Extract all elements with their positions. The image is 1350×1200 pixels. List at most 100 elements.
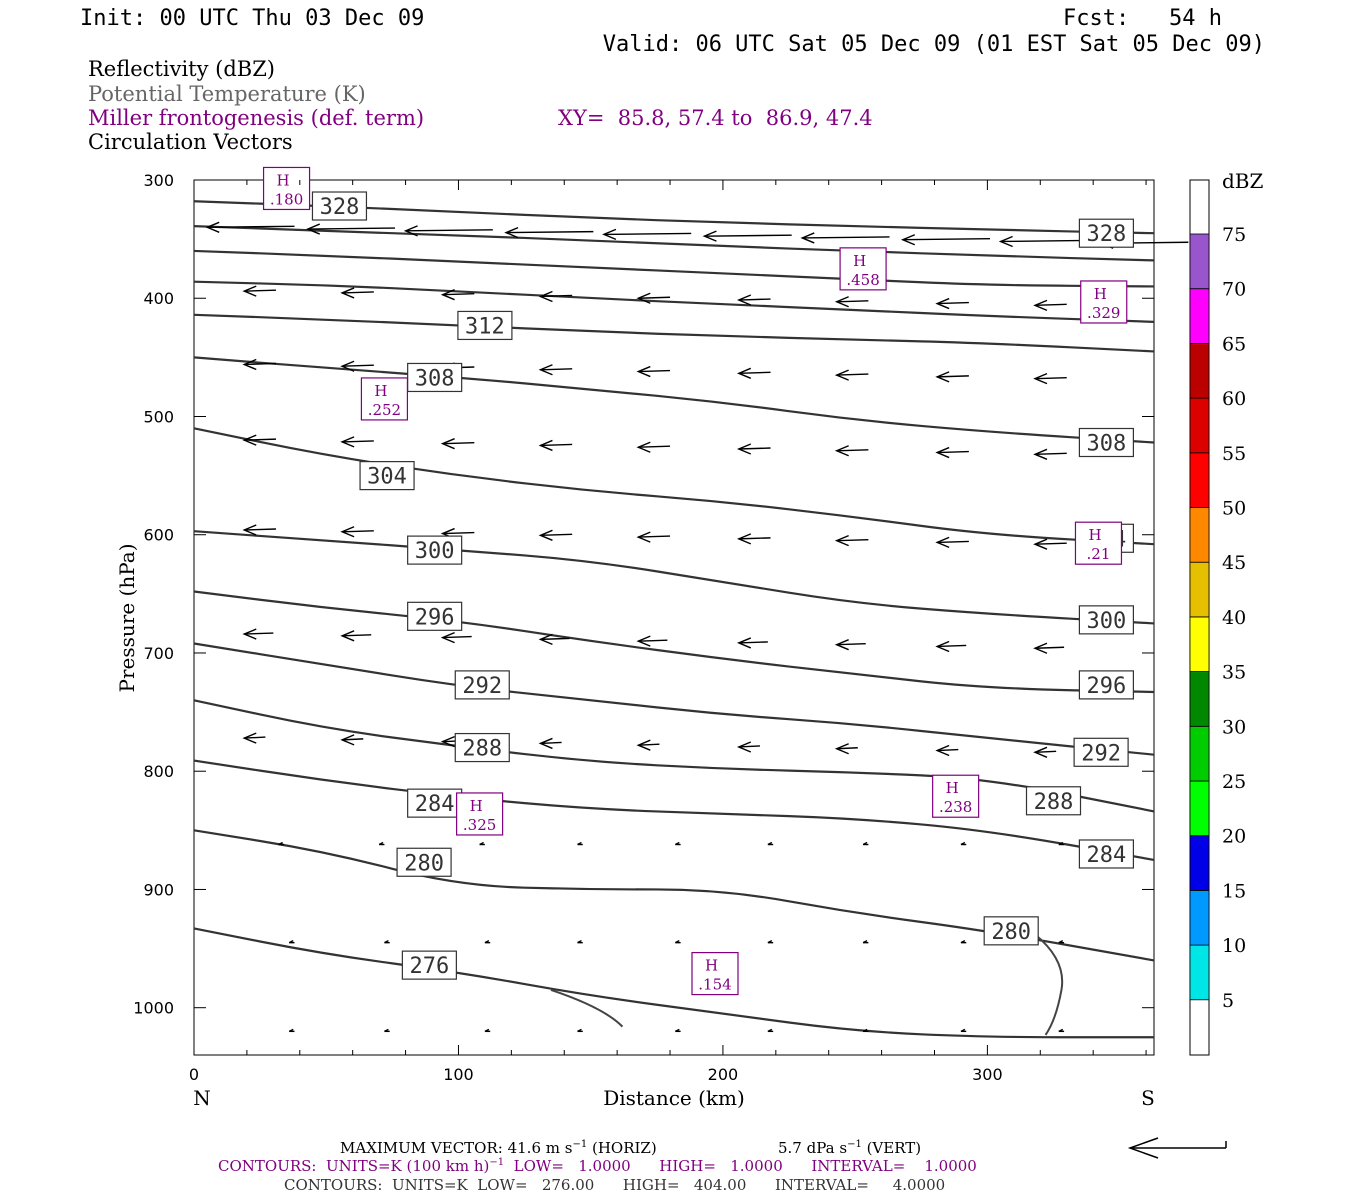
vector-arrow [636,739,660,751]
vector-shaft [638,743,660,746]
vector-head [998,235,1013,248]
vector-head [403,225,418,237]
vector-head [636,292,651,304]
vector-head [800,232,815,244]
plot-frame [193,179,1155,1056]
vector-shaft [342,440,374,443]
vector-shaft [540,533,573,537]
max-vert-text: 5.7 dPa s−1 (VERT) [778,1139,921,1157]
contour-label-box [407,601,463,631]
frontogenesis-max-value: .252 [368,401,401,419]
vector-shaft [207,225,295,228]
vector-shaft [1034,750,1057,753]
vector-head [1058,940,1064,944]
theta-contour-300 [193,530,1155,625]
vector-head [834,743,849,755]
vector-arrow [242,524,277,536]
colorbar-swatch [1189,725,1210,782]
vector-head [900,234,916,246]
vector-head [736,294,752,306]
theta-contours [193,200,1155,1039]
frontogenesis-max-value: .325 [463,816,496,834]
frontogenesis-max: H.21 [1074,521,1123,565]
theta-contour-312 [193,313,1155,353]
vector-arrow [834,296,869,308]
xy-endpoints: XY= 85.8, 57.4 to 86.9, 47.4 [558,106,873,130]
vector-head [288,940,294,944]
vector-head [767,841,773,846]
colorbar-swatch [1189,835,1210,891]
vector-shaft [506,230,594,234]
vector-head [636,441,651,453]
contour-label: 288 [454,732,510,763]
small-contours [550,933,1064,1036]
vector-arrow [242,285,277,297]
frontogenesis-max-value: .329 [1087,304,1120,322]
vector-head [960,940,966,944]
vector-arrow [702,230,792,242]
contour-label-text: 312 [465,314,505,339]
vector-head [340,287,355,299]
vector-shaft [738,298,771,301]
contour-label-box [1078,670,1134,700]
vector-shaft [1034,376,1067,380]
vector-head [384,1028,389,1032]
vector-shaft [244,632,274,635]
frontogenesis-max-box [262,166,311,211]
vector-head [736,741,752,753]
vector-head [1033,746,1048,758]
y-tick-label: 600 [143,526,174,545]
vector-head [960,841,966,846]
vector-shaft [836,300,869,303]
vector-head [538,633,553,646]
vector-head [538,439,553,452]
vector-arrow [636,635,668,647]
colorbar-label: 5 [1222,990,1234,1012]
vector-arrow [767,940,774,944]
frontogenesis-max-box [932,774,980,818]
x-axis-title: Distance (km) [603,1086,745,1110]
vector-arrow [484,1028,491,1033]
colorbar-swatch [1189,780,1210,837]
vector-arrow [538,737,562,750]
x-tick-label: 100 [443,1065,474,1084]
vector-shaft [342,530,374,533]
vector-head [834,296,849,308]
vector-shaft [442,292,475,296]
field-reflectivity: Reflectivity (dBZ) [88,57,275,81]
vector-head [935,536,950,549]
vector-shaft [937,450,969,454]
colorbar-label: 55 [1222,443,1246,465]
frontogenesis-max-h: H [853,252,866,270]
vector-shaft [937,644,967,648]
contour-label: 292 [454,670,510,700]
vector-shaft [342,291,374,294]
frontogenesis-max-box [839,247,887,291]
frontogenesis-max: H.180 [262,166,311,211]
contour-label-text: 304 [367,465,407,490]
vector-shaft [802,236,890,239]
vector-arrow [1033,746,1057,758]
vector-head [834,534,849,547]
vector-arrow [900,234,991,246]
vector-arrow [577,841,583,846]
y-tick-label: 800 [143,762,174,781]
vector-shaft [540,741,562,745]
vector-shaft [937,301,969,305]
y-tick-label: 500 [143,407,174,426]
vector-arrow [935,640,967,653]
theta-contour-296 [193,590,1155,694]
vector-arrow [378,841,385,846]
vector-head [1033,642,1048,654]
theta-contour-308 [193,356,1155,444]
vector-arrow [675,940,681,944]
vector-arrow [960,940,967,944]
vector-head [577,841,582,846]
frontogenesis-max-h: H [1094,285,1107,303]
vector-shaft [405,229,493,232]
vector-arrow [602,228,692,241]
y-axis-title: Pressure (hPa) [115,544,139,693]
vector-arrow [636,441,671,453]
vector-arrow [577,940,583,944]
contour-label-text: 284 [1087,843,1127,868]
